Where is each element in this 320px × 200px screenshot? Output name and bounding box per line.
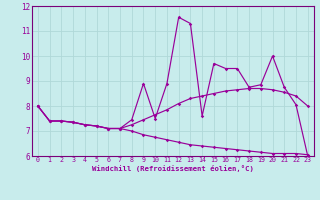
X-axis label: Windchill (Refroidissement éolien,°C): Windchill (Refroidissement éolien,°C) [92, 165, 254, 172]
